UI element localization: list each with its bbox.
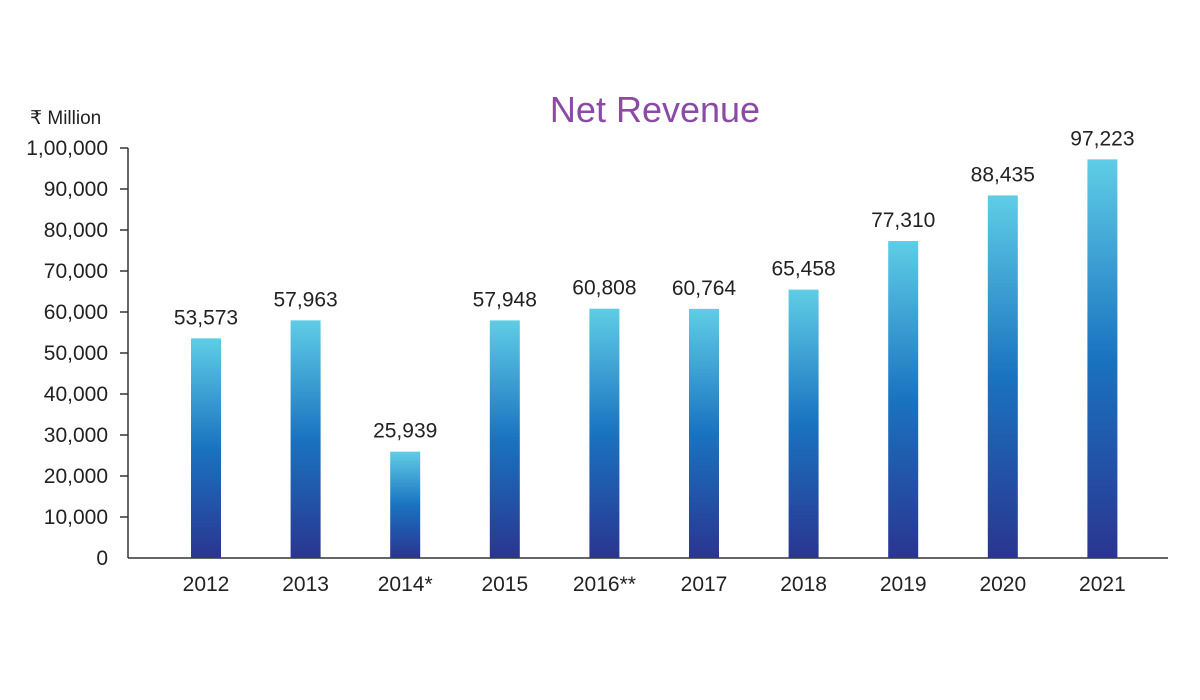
bar-value-label: 57,948 <box>473 288 537 311</box>
labels: 53,573 2012 57,963 2013 25,939 2014* 57,948 201… <box>174 127 1135 596</box>
bar <box>888 241 919 559</box>
axes: 0 10,000 20,000 30,000 40,000 50,000 60,000 70,… <box>26 137 1168 570</box>
x-category-label: 2016** <box>573 573 636 596</box>
bar <box>689 308 719 558</box>
y-tick-label: 90,000 <box>44 178 108 201</box>
bar-value-label: 97,223 <box>1070 127 1134 150</box>
x-category-label: 2012 <box>183 573 230 596</box>
y-tick-label: 30,000 <box>44 424 108 447</box>
bar-value-label: 77,310 <box>871 209 935 232</box>
y-tick-label: 40,000 <box>44 383 108 406</box>
bar-value-label: 57,963 <box>273 288 337 311</box>
x-category-label: 2017 <box>681 573 728 596</box>
y-tick-label: 80,000 <box>44 219 108 242</box>
bar <box>489 320 520 558</box>
y-tick-label: 70,000 <box>44 260 108 283</box>
bar-value-label: 60,764 <box>672 277 737 300</box>
y-axis-unit-label: ₹ Million <box>30 108 101 129</box>
y-tick-label: 50,000 <box>44 342 108 365</box>
y-tick-label: 1,00,000 <box>26 137 108 160</box>
x-category-label: 2020 <box>979 573 1026 596</box>
bar-value-label: 60,808 <box>572 277 636 300</box>
bar <box>788 289 819 558</box>
bar <box>390 451 421 558</box>
bar-value-label: 65,458 <box>771 258 835 281</box>
bar-value-label: 53,573 <box>174 306 238 329</box>
y-tick-label: 60,000 <box>44 301 108 324</box>
x-category-label: 2018 <box>780 573 827 596</box>
bars <box>191 159 1118 559</box>
x-category-label: 2014* <box>378 573 433 596</box>
bar-value-label: 88,435 <box>971 163 1035 186</box>
bar <box>589 308 620 558</box>
x-category-label: 2019 <box>880 573 927 596</box>
x-category-label: 2015 <box>481 573 528 596</box>
x-category-label: 2013 <box>282 573 329 596</box>
x-category-label: 2021 <box>1079 573 1126 596</box>
bar <box>191 338 221 558</box>
bar-value-label: 25,939 <box>373 420 437 443</box>
chart-title: Net Revenue <box>550 89 760 130</box>
bar <box>290 320 321 558</box>
y-tick-label: 20,000 <box>44 465 108 488</box>
y-tick-label: 0 <box>96 547 108 570</box>
y-tick-label: 10,000 <box>44 506 108 529</box>
bar <box>1087 159 1118 559</box>
bar <box>987 195 1018 558</box>
